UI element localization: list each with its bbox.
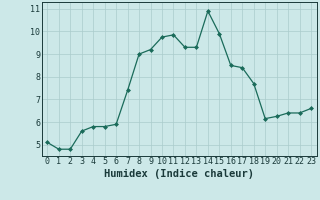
X-axis label: Humidex (Indice chaleur): Humidex (Indice chaleur)	[104, 169, 254, 179]
